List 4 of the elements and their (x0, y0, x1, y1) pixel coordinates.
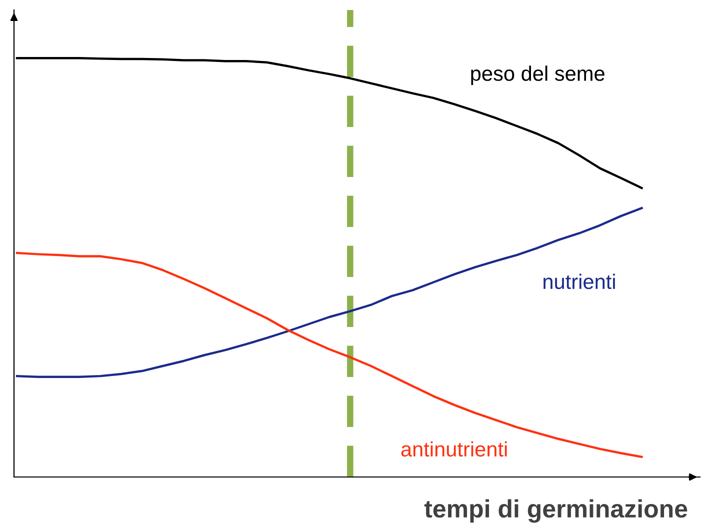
series-label: peso del seme (471, 66, 604, 86)
x-axis-title: tempi di germinazione (424, 499, 688, 523)
series-label: antinutrienti (401, 441, 507, 457)
series-label: nutrienti (544, 274, 615, 290)
